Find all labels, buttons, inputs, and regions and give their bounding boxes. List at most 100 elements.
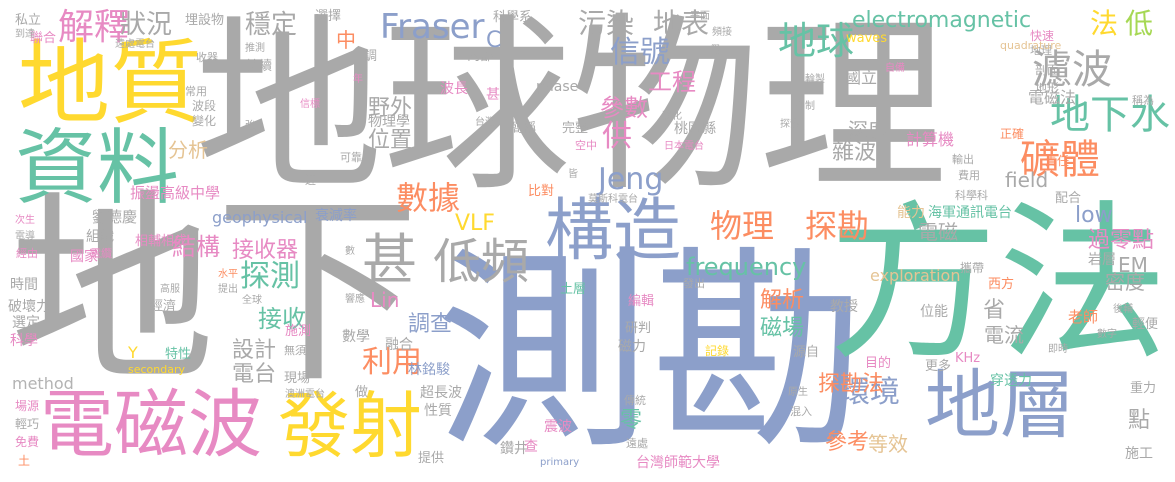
word: 利用	[362, 345, 422, 380]
word: 地理	[1030, 44, 1052, 57]
word: 劉德慶	[92, 208, 138, 226]
word: 地球物理	[195, 0, 947, 217]
word: 供	[602, 119, 632, 154]
word: 地球	[778, 19, 855, 63]
word: 發出	[683, 277, 705, 290]
word: 現場	[284, 371, 311, 386]
word: 接收	[258, 305, 306, 333]
word: 信標	[300, 99, 320, 110]
word: 構造	[545, 192, 682, 271]
word: 經由	[16, 247, 38, 260]
word: 空中	[575, 139, 597, 152]
word: 接收器	[232, 238, 299, 263]
word: 教授	[830, 299, 858, 315]
word: 強	[245, 119, 256, 132]
word: 重力	[1130, 381, 1157, 396]
word: 參數	[600, 94, 648, 122]
word: 經濟	[150, 299, 177, 314]
word: 穿透力	[990, 373, 1032, 389]
word: EM	[1118, 253, 1148, 277]
word: waves	[846, 31, 888, 46]
word: 過零點	[1088, 228, 1155, 253]
word: 地下	[10, 173, 420, 411]
word: 等效	[868, 432, 908, 456]
word: 破壞力	[8, 299, 50, 315]
word: 探勘法	[818, 372, 885, 397]
word: 科學系	[493, 10, 533, 25]
word: 物理學	[368, 114, 410, 130]
word: 桃園縣	[674, 121, 716, 137]
word: exploration	[870, 266, 961, 285]
word: 輸出	[952, 153, 974, 166]
word: geophysical	[212, 208, 308, 227]
word: 相輔相成	[135, 234, 188, 249]
word: 免費	[15, 435, 40, 449]
word: 衰減率	[315, 208, 357, 224]
word: 內部	[467, 49, 494, 64]
word: 澳洲電台	[285, 389, 325, 400]
word: 組織	[86, 229, 114, 245]
word: 解釋	[58, 7, 131, 48]
word: 選擇	[315, 9, 342, 24]
word: 更多	[925, 359, 952, 374]
word: 探索	[780, 119, 800, 130]
word: VLF	[455, 211, 495, 236]
word: 到達	[15, 29, 35, 40]
word: 中	[336, 28, 356, 52]
word: 自備	[885, 63, 905, 74]
word: 發射	[278, 384, 423, 468]
word: 數字	[1097, 329, 1117, 340]
word: 場源	[15, 399, 40, 413]
word: 污染	[578, 7, 635, 40]
word: 施測	[285, 324, 312, 339]
word: 地下水	[1050, 92, 1170, 138]
word: 位置	[368, 128, 413, 153]
word: 濾波	[1032, 47, 1112, 93]
word: 土層	[560, 282, 587, 297]
word: Jeng	[598, 162, 664, 197]
word: 結構	[172, 233, 220, 261]
word: 台灣	[475, 117, 495, 128]
word: 探測	[240, 259, 300, 294]
word: 平面	[690, 11, 710, 22]
word: 後輔	[1113, 304, 1133, 315]
word: 穩定	[245, 10, 298, 40]
word: 方法	[828, 186, 1169, 384]
word: 振盪高級中學	[130, 184, 221, 202]
word: 電磁波	[40, 382, 262, 468]
word: phase	[536, 79, 579, 95]
word: 目的	[865, 356, 892, 371]
word: 超長波	[420, 385, 462, 401]
word: quadrature	[1000, 39, 1062, 52]
word: C	[486, 28, 502, 53]
word: 海軍通訊電台	[928, 205, 1012, 221]
word: 遠處	[626, 437, 648, 450]
word: 輪製	[805, 74, 825, 85]
word: 參考	[825, 430, 870, 455]
word: 性質	[424, 403, 452, 419]
word: 震波	[544, 419, 572, 435]
word: 調查	[408, 312, 453, 337]
word: 鑽井	[500, 441, 528, 457]
word: 稱為	[1132, 94, 1154, 107]
word: 台灣師範大學	[636, 455, 720, 471]
word: 地層	[925, 361, 1076, 449]
word: 做	[355, 385, 369, 400]
word: 攜帶	[960, 261, 985, 275]
word: 可靠	[340, 151, 362, 164]
word: 源自	[793, 345, 820, 360]
word: 岩層	[1088, 252, 1116, 268]
word: 電磁	[918, 220, 958, 244]
word: 工程	[648, 68, 696, 96]
word: 比對	[528, 184, 555, 199]
word: 國家	[70, 249, 98, 265]
word: 測勘	[436, 227, 866, 478]
word: primary	[540, 457, 580, 468]
word: 礦體	[1020, 137, 1100, 183]
word: 甚	[486, 87, 500, 103]
word: 波長	[440, 81, 468, 97]
word: 西方	[988, 277, 1015, 292]
word: 數學	[342, 329, 370, 345]
word: 數	[345, 246, 355, 257]
